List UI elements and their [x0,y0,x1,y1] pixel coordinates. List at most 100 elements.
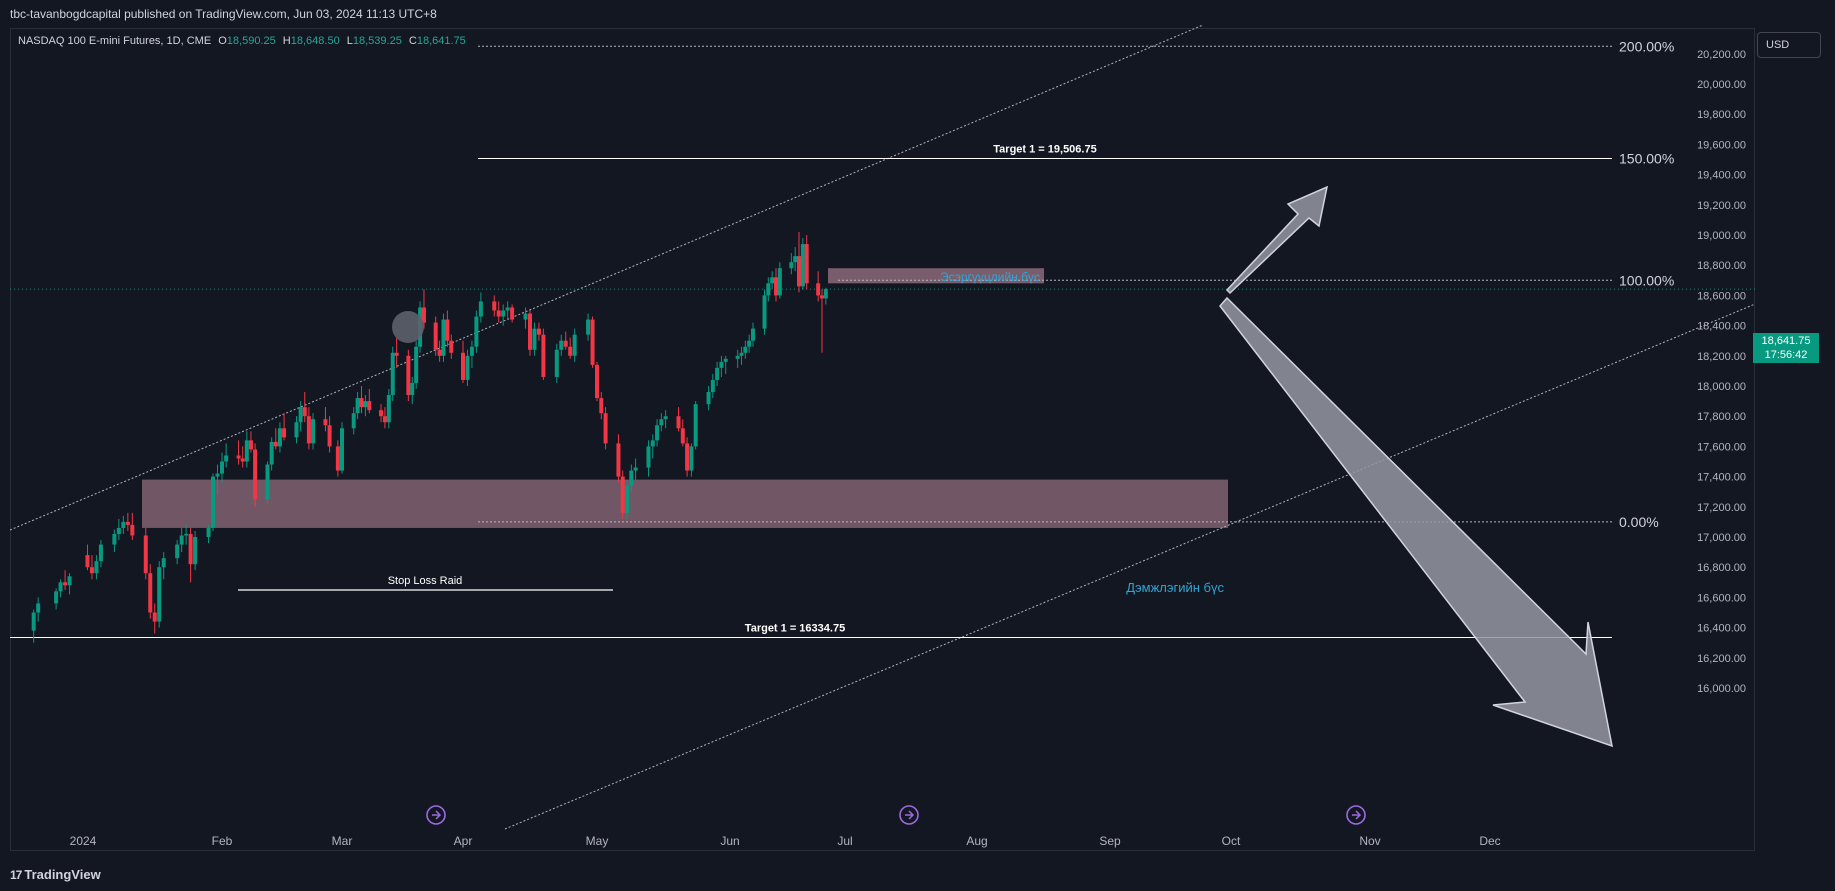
candle-body [437,349,442,356]
candle-body [379,410,384,417]
candle-body [789,262,794,269]
candle-body [143,535,148,574]
x-tick-label: Dec [1479,834,1500,848]
candle-body [770,277,775,284]
candle-body [461,352,465,380]
arrows-layer [392,185,1613,825]
event-arrow-icon [1352,810,1362,820]
candle-body [58,582,63,592]
candle-body [474,316,479,347]
candle-body [157,567,162,622]
candle-body [478,301,483,317]
candle-body [302,407,307,417]
candle-body [273,441,278,447]
candle-body [355,398,360,414]
chart-pane[interactable] [10,28,1755,851]
candle-body [743,346,748,353]
y-tick-label: 16,600.00 [1697,592,1746,604]
target-down-label: Target 1 = 16334.75 [745,622,845,634]
candle-body [823,289,828,299]
y-tick-label: 16,200.00 [1697,653,1746,665]
candle-body [89,567,94,574]
candle-body [680,428,685,444]
candle-body [363,401,368,408]
candle-body [179,535,184,545]
candle-body [505,307,510,311]
fib-level-label: 100.00% [1619,272,1674,288]
candle-body [175,544,180,559]
candle-body [67,576,72,586]
y-tick-label: 16,400.00 [1697,623,1746,635]
y-tick-label: 17,200.00 [1697,502,1746,514]
candle-body [541,334,546,377]
marker-dot [392,311,424,343]
tradingview-logo[interactable]: 17 TradingView [10,867,101,882]
candle-body [620,476,625,513]
y-tick-label: 19,600.00 [1697,139,1746,151]
channel-lower-line [504,303,1756,830]
low-value: 18,539.25 [352,35,402,47]
high-label: H [282,35,291,47]
close-label: C [408,35,417,47]
support-zone-label: Дэмжлэгийн бүс [1126,580,1224,595]
candle-body [382,416,387,423]
candle-body [433,322,438,350]
candle-body [244,440,249,462]
y-tick-label: 17,400.00 [1697,472,1746,484]
candle-body [816,283,821,296]
candle-body [629,470,634,486]
candle-body [184,533,189,536]
candle-body [599,398,604,414]
candle-body [693,404,698,447]
candle-body [523,313,528,320]
candle-body [723,358,728,362]
x-tick-label: Nov [1359,834,1380,848]
candle-body [501,310,506,317]
text-layer: Дэмжлэгийн бүс Эсэргүүцлийн бүс 200.00% 150… [388,38,1675,634]
candle-body [563,340,568,347]
candle-body [603,413,608,444]
open-value: 18,590.25 [226,35,276,47]
candle-body [689,446,694,471]
support-zone [142,479,1228,528]
target-up-label: Target 1 = 19,506.75 [993,143,1096,155]
candle-body [590,319,595,365]
candle-body [98,544,103,562]
candle-body [335,446,340,471]
published-text: tbc-tavanbogdcapital published on Tradin… [10,7,437,21]
symbol-legend: NASDAQ 100 E-mini Futures, 1D, CME O18,5… [18,35,466,47]
stop-loss-label: Stop Loss Raid [388,575,463,587]
event-icon [899,805,919,825]
candle-body [616,443,621,477]
down-arrow [1219,296,1613,748]
candle-body [265,464,270,500]
candle-body [248,440,253,450]
candle-body [414,346,419,383]
currency-button[interactable]: USD [1757,32,1821,58]
axis-layer: 20,200.00 20,000.00 19,800.00 19,600.00 19,4… [70,49,1746,848]
candle-body [220,461,224,474]
candle-body [777,268,782,296]
resistance-zone [828,268,1044,284]
candle-body [394,352,399,356]
candle-body [282,428,287,438]
candle-body [294,422,299,438]
candle-body [161,558,166,568]
last-price-label: 18,641.75 17:56:42 [1753,333,1819,363]
candle-body [625,485,630,513]
candle-body [277,428,282,447]
candle-body [327,425,332,447]
published-header: tbc-tavanbogdcapital published on Tradin… [0,0,1835,28]
candle-body [532,328,537,350]
footer: 17 TradingView [0,858,1835,891]
y-tick-label: 18,400.00 [1697,321,1746,333]
candle-body [188,533,193,565]
candle-body [568,346,573,356]
candle-body [148,573,153,613]
x-tick-label: Feb [212,834,233,848]
candle-body [240,458,245,462]
candle-body [224,455,229,462]
candle-body [421,307,426,323]
candle-body [676,416,681,429]
